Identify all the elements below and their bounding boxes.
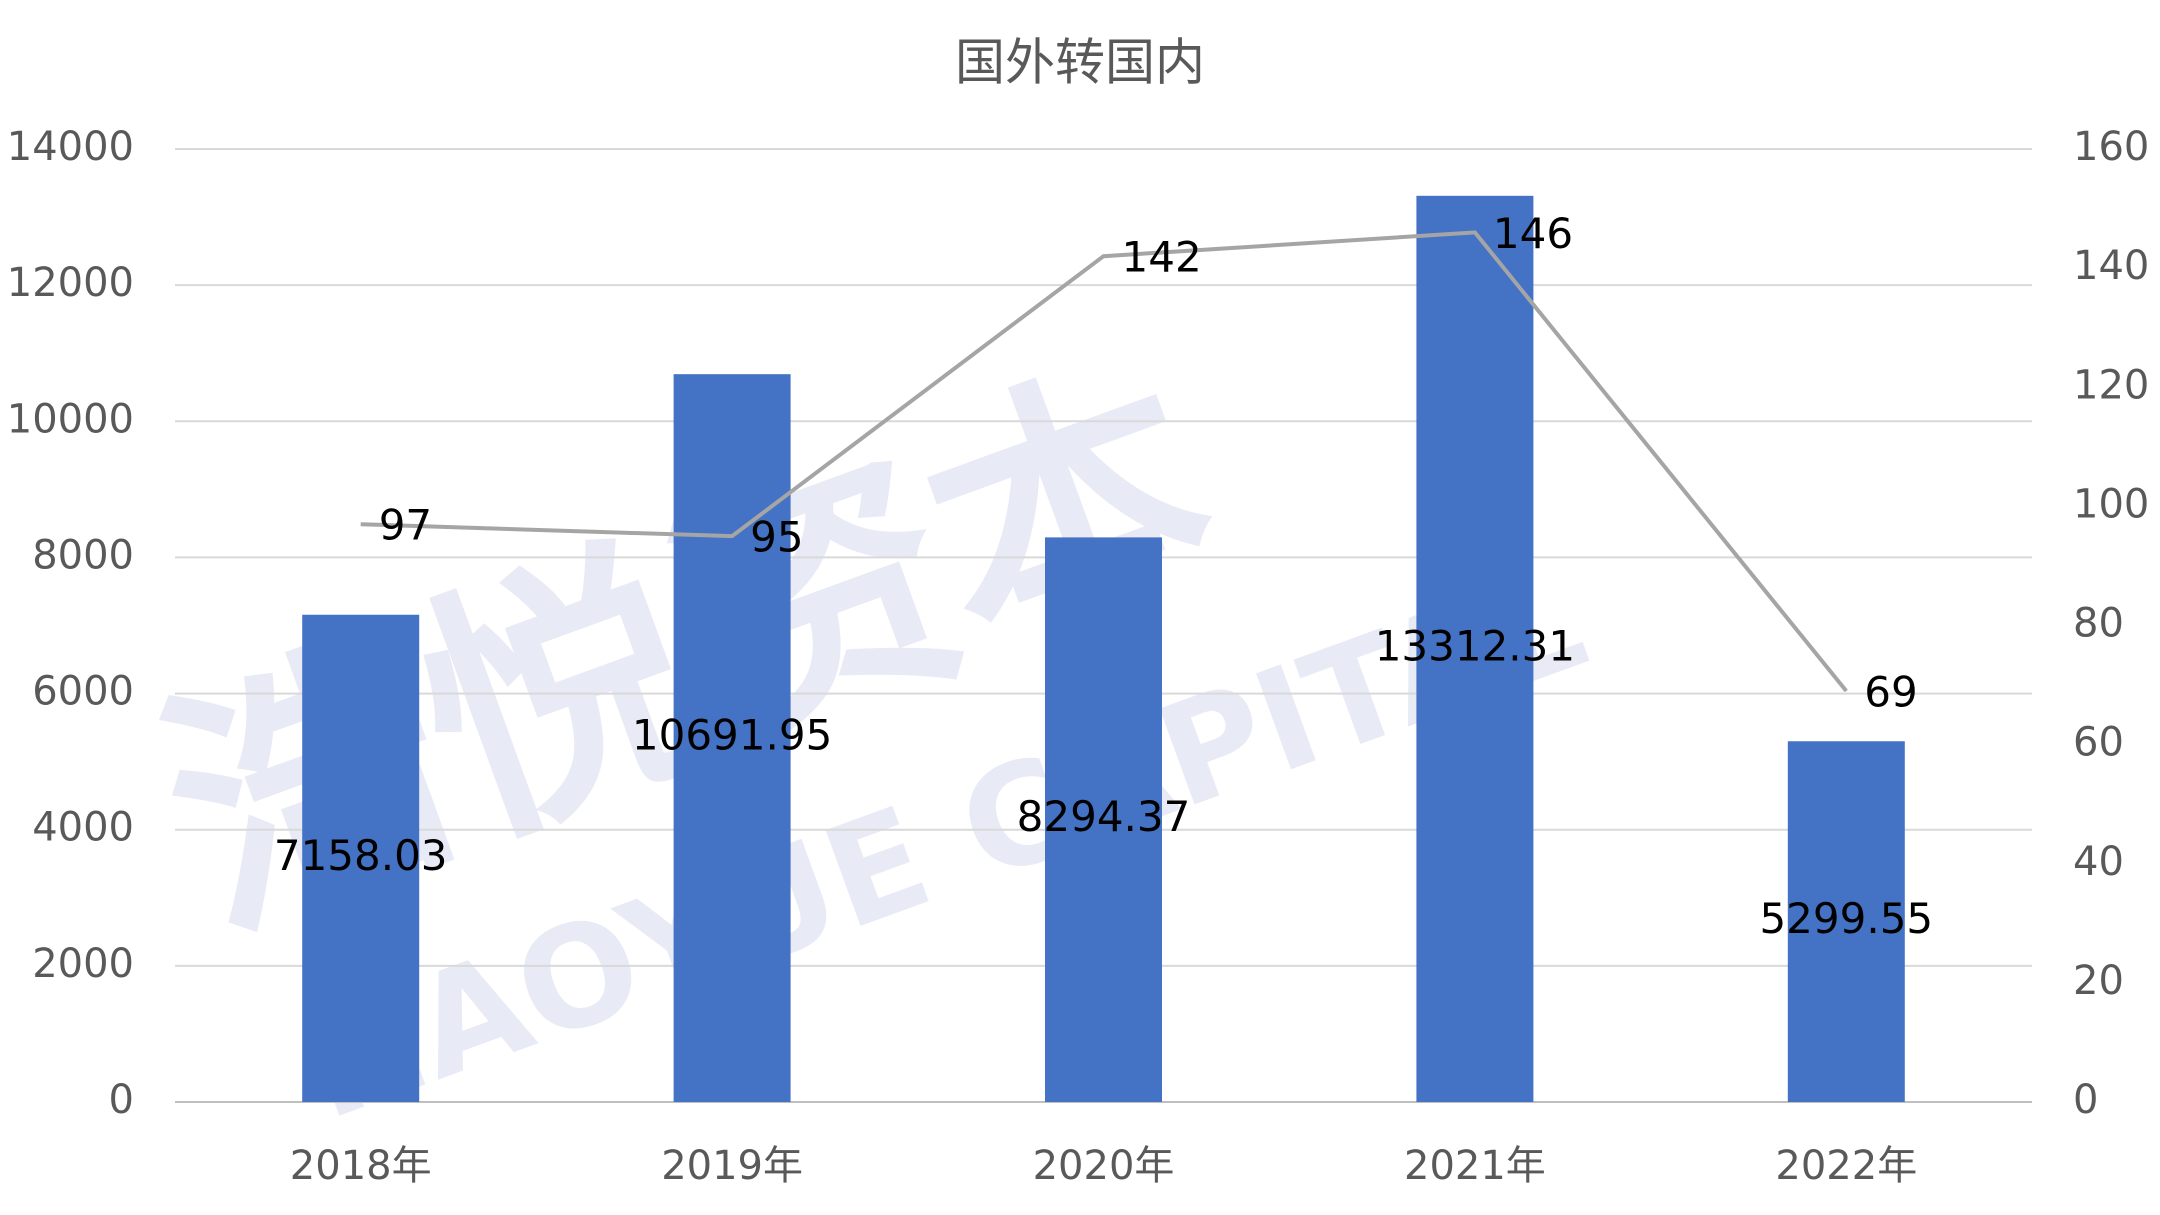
y2-tick-label: 100 bbox=[2073, 481, 2149, 527]
bar bbox=[673, 374, 791, 1102]
x-tick-label: 2021年 bbox=[1404, 1143, 1546, 1189]
bar bbox=[1416, 195, 1534, 1103]
data-label: 97 bbox=[379, 501, 432, 550]
data-label: 69 bbox=[1864, 668, 1917, 717]
y-tick-label: 0 bbox=[109, 1077, 134, 1123]
x-tick-label: 2018年 bbox=[290, 1143, 432, 1189]
y2-tick-label: 40 bbox=[2073, 839, 2124, 885]
y2-tick-label: 20 bbox=[2073, 958, 2124, 1004]
y2-tick-label: 140 bbox=[2073, 243, 2149, 289]
x-tick-label: 2020年 bbox=[1033, 1143, 1175, 1189]
data-label: 7158.03 bbox=[274, 831, 448, 880]
x-tick-label: 2022年 bbox=[1775, 1143, 1917, 1189]
data-label: 146 bbox=[1493, 209, 1573, 258]
data-label: 13312.31 bbox=[1375, 621, 1575, 670]
y2-tick-label: 0 bbox=[2073, 1077, 2098, 1123]
data-label: 5299.55 bbox=[1759, 894, 1933, 943]
line bbox=[360, 230, 1848, 693]
y-tick-label: 14000 bbox=[7, 124, 134, 170]
y2-tick-label: 60 bbox=[2073, 720, 2124, 766]
y-tick-label: 6000 bbox=[32, 669, 134, 715]
bar bbox=[302, 614, 420, 1102]
y2-tick-label: 160 bbox=[2073, 124, 2149, 170]
data-label: 95 bbox=[750, 513, 803, 562]
bar bbox=[1045, 537, 1162, 1102]
y-tick-label: 10000 bbox=[7, 396, 134, 442]
y-tick-label: 12000 bbox=[7, 260, 134, 306]
data-label: 142 bbox=[1122, 233, 1202, 282]
y-tick-label: 4000 bbox=[32, 805, 134, 851]
data-label: 10691.95 bbox=[632, 711, 832, 760]
y-tick-label: 2000 bbox=[32, 941, 134, 987]
y-tick-label: 8000 bbox=[32, 532, 134, 578]
chart-title: 国外转国内 bbox=[955, 34, 1205, 92]
bar bbox=[1787, 741, 1905, 1102]
y2-tick-label: 80 bbox=[2073, 601, 2124, 647]
x-tick-label: 2019年 bbox=[661, 1143, 803, 1189]
y2-tick-label: 120 bbox=[2073, 362, 2149, 408]
data-label: 8294.37 bbox=[1017, 792, 1191, 841]
